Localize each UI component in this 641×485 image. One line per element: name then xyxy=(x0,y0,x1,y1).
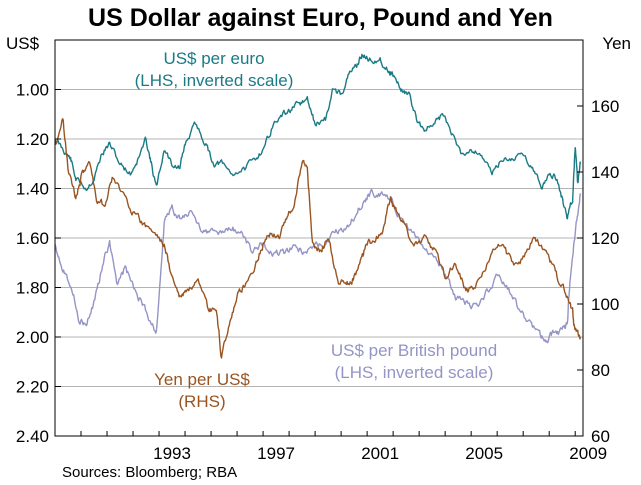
left-tick-label: 2.20 xyxy=(16,378,49,397)
euro-annotation-line: (LHS, inverted scale) xyxy=(135,71,294,90)
left-tick-label: 1.80 xyxy=(16,279,49,298)
pound-annotation-line: US$ per British pound xyxy=(331,341,497,360)
yen-annotation-line: (RHS) xyxy=(178,392,225,411)
source-note: Sources: Bloomberg; RBA xyxy=(62,464,238,481)
chart-title: US Dollar against Euro, Pound and Yen xyxy=(88,4,553,32)
pound-series-line xyxy=(54,188,582,344)
right-tick-label: 160 xyxy=(591,97,619,116)
left-tick-label: 1.40 xyxy=(16,180,49,199)
x-tick-label: 2009 xyxy=(569,444,607,463)
pound-annotation-line: (LHS, inverted scale) xyxy=(335,363,494,382)
series-lines xyxy=(54,53,582,359)
yen-series-line xyxy=(54,118,582,359)
annotations: US$ per euro (LHS, inverted scale) Yen per… xyxy=(135,49,498,411)
left-tick-label: 2.00 xyxy=(16,328,49,347)
axis-ticks: 1.00 1.20 1.40 1.60 1.80 2.00 2.20 2.40 60 80 100 1… xyxy=(16,81,619,464)
right-tick-label: 100 xyxy=(591,295,619,314)
euro-annotation-line: US$ per euro xyxy=(163,49,264,68)
right-tick-label: 80 xyxy=(591,361,610,380)
left-tick-label: 2.40 xyxy=(16,427,49,446)
x-tick-label: 1993 xyxy=(153,444,191,463)
right-axis-unit: Yen xyxy=(602,34,631,53)
right-tick-label: 60 xyxy=(591,427,610,446)
x-tick-label: 2001 xyxy=(361,444,399,463)
yen-annotation-line: Yen per US$ xyxy=(154,370,250,389)
left-tick-label: 1.20 xyxy=(16,130,49,149)
left-axis-unit: US$ xyxy=(6,34,40,53)
gridlines xyxy=(55,89,583,387)
left-tick-label: 1.60 xyxy=(16,229,49,248)
right-tick-label: 140 xyxy=(591,163,619,182)
x-tick-label: 1997 xyxy=(257,444,295,463)
right-tick-label: 120 xyxy=(591,229,619,248)
euro-series-line xyxy=(54,53,582,220)
left-tick-label: 1.00 xyxy=(16,81,49,100)
x-tick-label: 2005 xyxy=(465,444,503,463)
